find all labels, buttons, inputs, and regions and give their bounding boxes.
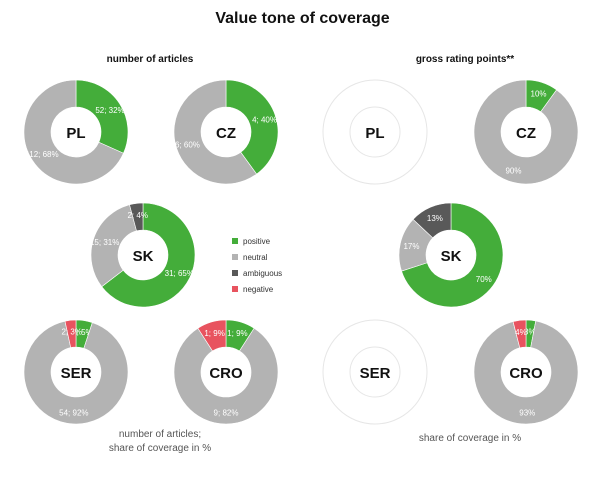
donut-grp-cz: 10% 90% CZ (473, 79, 579, 185)
legend-label-negative: negative (243, 284, 274, 294)
slice-positive-articles-sk (101, 202, 196, 308)
slice-neutral-articles-cz (173, 79, 257, 185)
slice-neutral-articles-pl (23, 79, 124, 185)
legend-item-negative: negative (232, 281, 282, 297)
slice-label-neutral-grp-cz: 90% (505, 167, 521, 176)
country-label-articles-sk: SK (133, 248, 154, 265)
legend-label-neutral: neutral (243, 252, 268, 262)
donut-grp-pl: PL (322, 79, 428, 185)
legend-item-ambiguous: ambiguous (232, 265, 282, 281)
empty-ring-outer-grp-pl (322, 79, 428, 185)
legend-item-positive: positive (232, 233, 282, 249)
slice-label-positive-grp-sk: 70% (476, 275, 492, 284)
slice-label-ambiguous-grp-sk: 13% (427, 214, 443, 223)
legend-swatch-negative (232, 286, 238, 292)
legend: positive neutral ambiguous negative (232, 233, 282, 297)
slice-ambiguous-grp-sk (412, 202, 452, 239)
slice-positive-articles-pl (75, 79, 129, 154)
left-panel-subtitle: number of articles (106, 54, 194, 65)
legend-swatch-positive (232, 238, 238, 244)
slice-label-positive-articles-cro: 1; 9% (227, 329, 247, 338)
country-label-grp-pl: PL (365, 125, 384, 142)
slice-ambiguous-articles-sk (129, 202, 144, 232)
slice-label-negative-articles-cro: 1; 9% (204, 329, 224, 338)
empty-ring-inner-grp-pl (349, 106, 401, 158)
donut-grp-sk: 70% 17% 13% SK (398, 202, 504, 308)
slice-label-ambiguous-articles-sk: 2; 4% (127, 211, 147, 220)
slice-label-neutral-grp-cro: 93% (519, 408, 535, 417)
slice-label-positive-articles-pl: 52; 32% (95, 106, 124, 115)
slice-negative-articles-cro (197, 319, 227, 352)
left-caption-line2: share of coverage in % (108, 443, 212, 454)
slice-positive-articles-cz (225, 79, 279, 175)
legend-item-neutral: neutral (232, 249, 282, 265)
right-panel-subtitle: gross rating points** (415, 54, 515, 65)
slice-label-positive-grp-cz: 10% (531, 89, 547, 98)
empty-ring-outer-grp-ser (322, 319, 428, 425)
slice-label-positive-articles-cz: 4; 40% (252, 115, 277, 124)
slice-label-neutral-articles-pl: 112; 68% (25, 150, 58, 159)
left-caption-line1: number of articles; (118, 429, 202, 440)
slice-label-positive-articles-ser: 3; 5% (72, 328, 92, 337)
legend-swatch-neutral (232, 254, 238, 260)
country-label-grp-sk: SK (441, 248, 462, 265)
slice-negative-grp-cro (512, 319, 527, 349)
country-label-articles-cro: CRO (209, 365, 243, 382)
slice-label-positive-grp-cro: 3% (524, 328, 536, 337)
country-label-articles-cz: CZ (216, 125, 236, 142)
slice-label-neutral-articles-sk: 15; 31% (90, 238, 119, 247)
slice-label-neutral-articles-cro: 9; 82% (214, 409, 239, 418)
donut-articles-sk: 31; 65% 15; 31% 2; 4% SK (90, 202, 196, 308)
donut-grp-ser: SER (322, 319, 428, 425)
slice-label-negative-articles-ser: 2; 3% (61, 328, 81, 337)
donut-articles-pl: 52; 32% 112; 68% PL (23, 79, 129, 185)
slice-neutral-articles-cro (173, 327, 279, 425)
donut-articles-ser: 3; 5% 54; 92% 2; 3% SER (23, 319, 129, 425)
slice-neutral-articles-sk (90, 204, 137, 288)
legend-label-ambiguous: ambiguous (243, 268, 283, 278)
country-label-grp-cz: CZ (516, 125, 536, 142)
slice-negative-articles-ser (64, 319, 77, 348)
chart-title: Value tone of coverage (215, 10, 390, 27)
donut-articles-cro: 1; 9% 9; 82% 1; 9% CRO (173, 319, 279, 425)
donut-articles-cz: 4; 40% 6; 60% CZ (173, 79, 279, 185)
slice-label-neutral-articles-ser: 54; 92% (59, 408, 88, 417)
country-label-grp-cro: CRO (509, 365, 543, 382)
donut-grp-cro: 3% 93% 4% CRO (473, 319, 579, 425)
slice-neutral-articles-ser (23, 320, 129, 425)
slice-label-neutral-articles-cz: 6; 60% (175, 141, 200, 150)
slice-label-positive-articles-sk: 31; 65% (165, 269, 194, 278)
slice-neutral-grp-cro (473, 320, 579, 425)
country-label-grp-ser: SER (360, 365, 391, 382)
right-panel-caption: share of coverage in % (418, 433, 522, 444)
country-label-articles-ser: SER (61, 365, 92, 382)
slice-label-negative-grp-cro: 4% (515, 328, 527, 337)
country-label-articles-pl: PL (66, 125, 85, 142)
slice-label-neutral-grp-sk: 17% (403, 242, 419, 251)
legend-swatch-ambiguous (232, 270, 238, 276)
left-panel-caption: number of articles; share of coverage in… (60, 428, 260, 456)
empty-ring-inner-grp-ser (349, 346, 401, 398)
slice-neutral-grp-cz (473, 79, 579, 185)
legend-label-positive: positive (243, 236, 271, 246)
slice-positive-grp-sk (401, 202, 504, 308)
